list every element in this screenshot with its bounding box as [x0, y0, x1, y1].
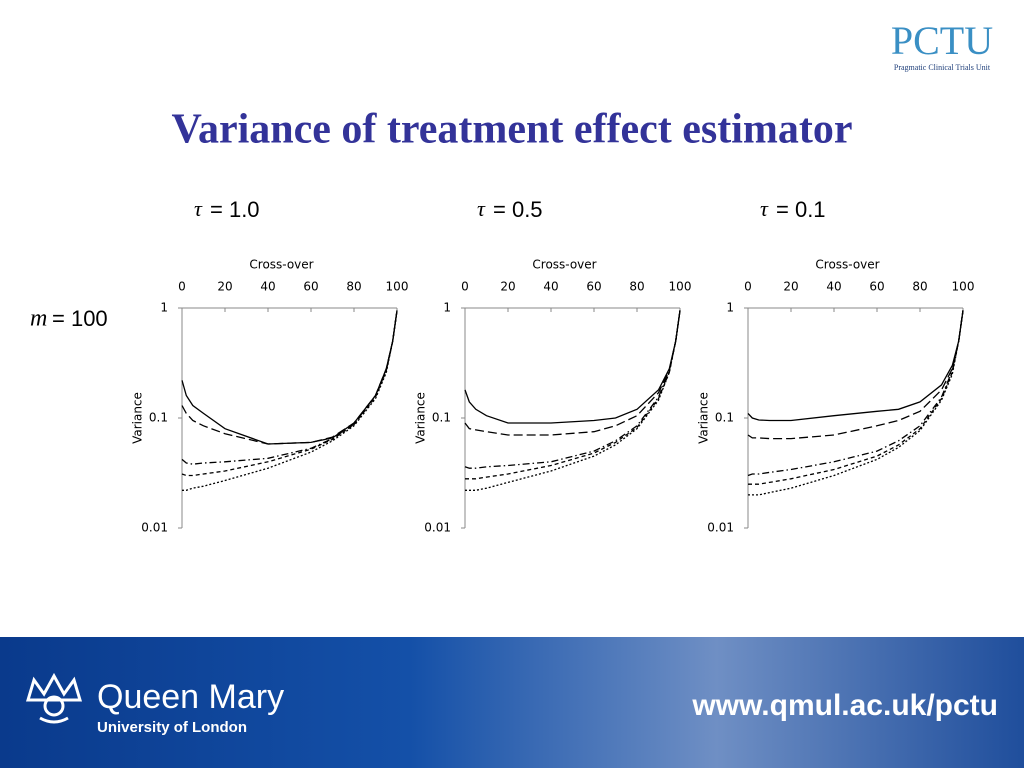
panel-symbol: τ	[760, 196, 769, 221]
series-line	[465, 310, 681, 491]
series-line	[181, 310, 398, 445]
series-line	[748, 310, 964, 485]
y-axis-label: Variance	[697, 392, 711, 444]
series-line	[464, 310, 681, 424]
crown-icon	[25, 672, 83, 724]
series-line	[747, 310, 964, 477]
panel-title: = 1.0	[210, 197, 260, 222]
series-line	[182, 310, 398, 491]
x-tick-label: 80	[346, 280, 361, 294]
series-line	[464, 310, 681, 469]
series-line	[465, 310, 681, 480]
panel-title: = 0.5	[493, 197, 543, 222]
series-line	[464, 310, 681, 436]
y-tick-label: 0.01	[141, 521, 168, 535]
x-axis-label: Cross-over	[532, 258, 596, 272]
series-line	[181, 310, 398, 445]
x-tick-label: 20	[217, 280, 232, 294]
x-tick-label: 80	[629, 280, 644, 294]
series-line	[181, 310, 398, 465]
footer-band	[0, 637, 1024, 768]
logo-name: PCTU	[891, 18, 993, 63]
x-tick-label: 60	[303, 280, 318, 294]
footer-university: University of London	[97, 719, 247, 736]
series-line	[748, 310, 964, 496]
series-line	[747, 310, 964, 422]
y-tick-label: 0.1	[715, 411, 734, 425]
x-tick-label: 40	[826, 280, 841, 294]
x-tick-label: 80	[912, 280, 927, 294]
x-axis-label: Cross-over	[249, 258, 313, 272]
y-axis-label: Variance	[414, 392, 428, 444]
y-tick-label: 0.01	[424, 521, 451, 535]
series-line	[181, 310, 398, 477]
y-tick-label: 0.1	[149, 411, 168, 425]
slide-title: Variance of treatment effect estimator	[171, 107, 852, 153]
panel-symbol: τ	[477, 196, 486, 221]
x-tick-label: 40	[543, 280, 558, 294]
x-tick-label: 0	[744, 280, 752, 294]
x-tick-label: 20	[500, 280, 515, 294]
x-tick-label: 60	[586, 280, 601, 294]
row-label: = 100	[52, 306, 108, 331]
x-tick-label: 0	[178, 280, 186, 294]
footer-url: www.qmul.ac.uk/pctu	[691, 689, 998, 722]
panel-symbol: τ	[194, 196, 203, 221]
series-line	[747, 310, 964, 440]
footer-institution: Queen Mary	[97, 678, 284, 716]
y-tick-label: 0.1	[432, 411, 451, 425]
row-label-symbol: m	[30, 306, 47, 332]
x-tick-label: 0	[461, 280, 469, 294]
panel-title: = 0.1	[776, 197, 826, 222]
x-tick-label: 100	[669, 280, 692, 294]
logo-subtitle: Pragmatic Clinical Trials Unit	[894, 63, 991, 72]
y-tick-label: 0.01	[707, 521, 734, 535]
x-tick-label: 20	[783, 280, 798, 294]
y-tick-label: 1	[443, 301, 451, 315]
x-tick-label: 60	[869, 280, 884, 294]
y-axis-label: Variance	[131, 392, 145, 444]
x-axis-label: Cross-over	[815, 258, 879, 272]
x-tick-label: 100	[952, 280, 975, 294]
y-tick-label: 1	[726, 301, 734, 315]
x-tick-label: 40	[260, 280, 275, 294]
x-tick-label: 100	[386, 280, 409, 294]
y-tick-label: 1	[160, 301, 168, 315]
